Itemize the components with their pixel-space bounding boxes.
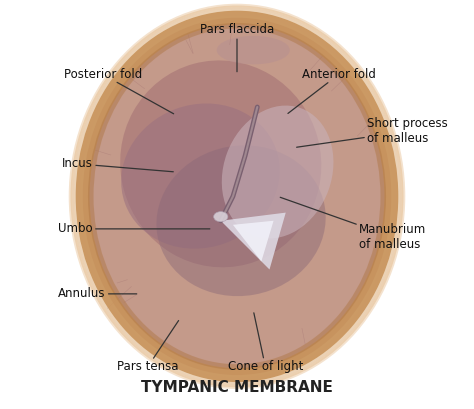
Ellipse shape	[82, 18, 392, 375]
Ellipse shape	[156, 145, 326, 296]
Polygon shape	[233, 221, 273, 261]
Text: TYMPANIC MEMBRANE: TYMPANIC MEMBRANE	[141, 380, 333, 396]
Text: Annulus: Annulus	[58, 288, 137, 300]
Text: Posterior fold: Posterior fold	[64, 68, 173, 114]
Text: Cone of light: Cone of light	[228, 313, 303, 373]
Ellipse shape	[222, 106, 333, 238]
Text: Pars tensa: Pars tensa	[117, 321, 179, 373]
Ellipse shape	[217, 36, 290, 64]
Text: Manubrium
of malleus: Manubrium of malleus	[280, 197, 426, 251]
Ellipse shape	[121, 103, 280, 249]
Ellipse shape	[214, 211, 228, 222]
Text: Incus: Incus	[62, 157, 173, 172]
Text: Anterior fold: Anterior fold	[288, 68, 375, 113]
Text: Short process
of malleus: Short process of malleus	[297, 117, 448, 147]
Text: Pars flaccida: Pars flaccida	[200, 23, 274, 72]
Text: Umbo: Umbo	[58, 222, 210, 235]
Polygon shape	[221, 213, 286, 270]
Ellipse shape	[120, 61, 321, 267]
